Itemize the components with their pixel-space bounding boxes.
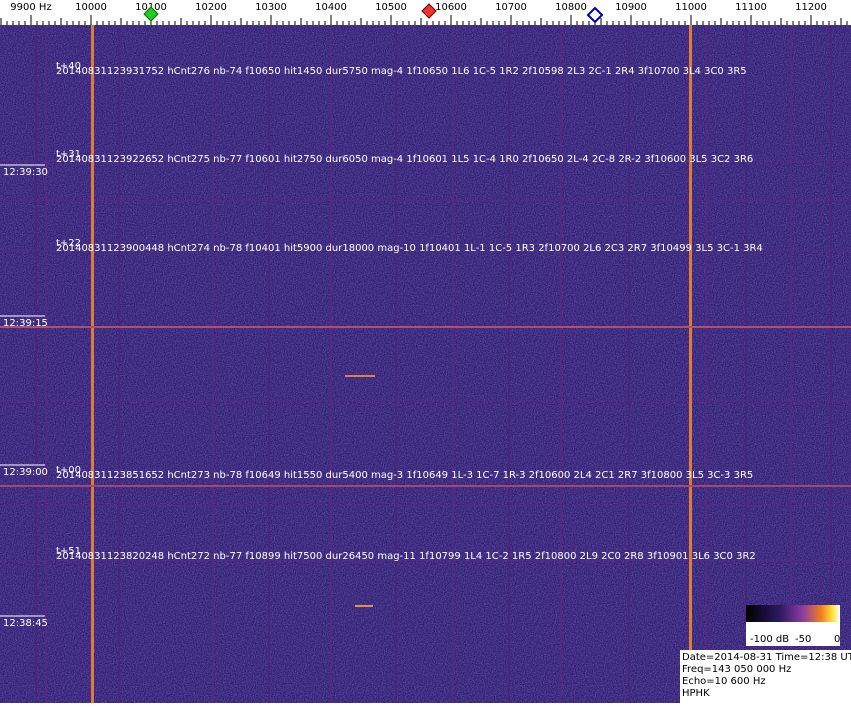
detection-tag: t+40 — [56, 61, 81, 72]
faint-line — [560, 25, 562, 703]
faint-line — [330, 25, 332, 703]
freq-label: 10200 — [195, 2, 227, 13]
faint-hline — [0, 200, 851, 201]
echo — [345, 375, 375, 377]
carrier-line — [689, 25, 692, 703]
signal-lines — [0, 25, 851, 703]
colorbar-label: -50 — [795, 634, 811, 645]
faint-line — [830, 25, 832, 703]
freq-label: 11200 — [795, 2, 827, 13]
faint-hline — [0, 560, 851, 561]
time-label: 12:39:30 — [3, 167, 48, 178]
marker-blue[interactable] — [586, 6, 604, 24]
detection-tag: t+51 — [56, 546, 81, 557]
info-box — [680, 650, 851, 703]
colorbar-label-bg — [746, 622, 840, 646]
marker-red[interactable] — [421, 3, 437, 19]
faint-line — [118, 25, 120, 703]
colorbar-label: 0 — [834, 634, 840, 645]
info-line: HPHK — [682, 688, 710, 699]
echo — [355, 605, 373, 607]
faint-line — [790, 25, 792, 703]
interference-line — [0, 326, 851, 328]
time-label: 12:39:15 — [3, 318, 48, 329]
faint-hline — [0, 160, 851, 161]
time-labels: 12:39:30 12:39:15 12:39:00 12:38:45 — [0, 164, 48, 629]
detection-text: 20140831123851652 hCnt273 nb-78 f10649 h… — [56, 470, 753, 481]
freq-label: 10300 — [255, 2, 287, 13]
faint-line — [508, 25, 510, 703]
faint-line — [212, 25, 214, 703]
detection-text: 20140831123900448 hCnt274 nb-78 f10401 h… — [56, 243, 763, 254]
faint-hline — [0, 250, 851, 251]
faint-line — [705, 25, 707, 703]
detection-text: 20140831123931752 hCnt276 nb-74 f10650 h… — [56, 66, 747, 77]
freq-label: 11000 — [675, 2, 707, 13]
faint-line — [35, 25, 37, 703]
colorbar-label: -100 dB — [750, 634, 789, 645]
freq-label: 11100 — [735, 2, 767, 13]
detection-text: 20140831123820248 hCnt272 nb-77 f10899 h… — [56, 551, 756, 562]
info-line: Date=2014-08-31 Time=12:38 UTC — [682, 652, 851, 663]
colorbar — [746, 605, 840, 622]
freq-label: 10900 — [615, 2, 647, 13]
detection-tag: t+22 — [56, 238, 81, 249]
time-label: 12:39:00 — [3, 467, 48, 478]
detection-tag: t+31 — [56, 149, 81, 160]
faint-line — [395, 25, 397, 703]
freq-label: 10400 — [315, 2, 347, 13]
faint-line — [452, 25, 454, 703]
faint-hline — [0, 505, 851, 506]
freq-label: 10600 — [435, 2, 467, 13]
info-line: Freq=143 050 000 Hz — [682, 664, 791, 675]
detection-tag: t+00 — [56, 465, 81, 476]
freq-label: 10800 — [555, 2, 587, 13]
faint-line — [628, 25, 630, 703]
freq-label: 10700 — [495, 2, 527, 13]
faint-line — [45, 25, 47, 703]
carrier-line — [91, 25, 94, 703]
faint-line — [745, 25, 747, 703]
freq-label: 10000 — [75, 2, 107, 13]
freq-label: 9900 Hz — [10, 2, 51, 13]
interference-line — [0, 485, 851, 487]
freq-label: 10500 — [375, 2, 407, 13]
noise — [0, 25, 851, 703]
faint-line — [268, 25, 270, 703]
info-line: Echo=10 600 Hz — [682, 676, 766, 687]
faint-hline — [0, 400, 851, 401]
marker-green[interactable] — [143, 6, 159, 22]
detection-text: 20140831123922652 hCnt275 nb-77 f10601 h… — [56, 154, 753, 165]
time-label: 12:38:45 — [3, 618, 48, 629]
